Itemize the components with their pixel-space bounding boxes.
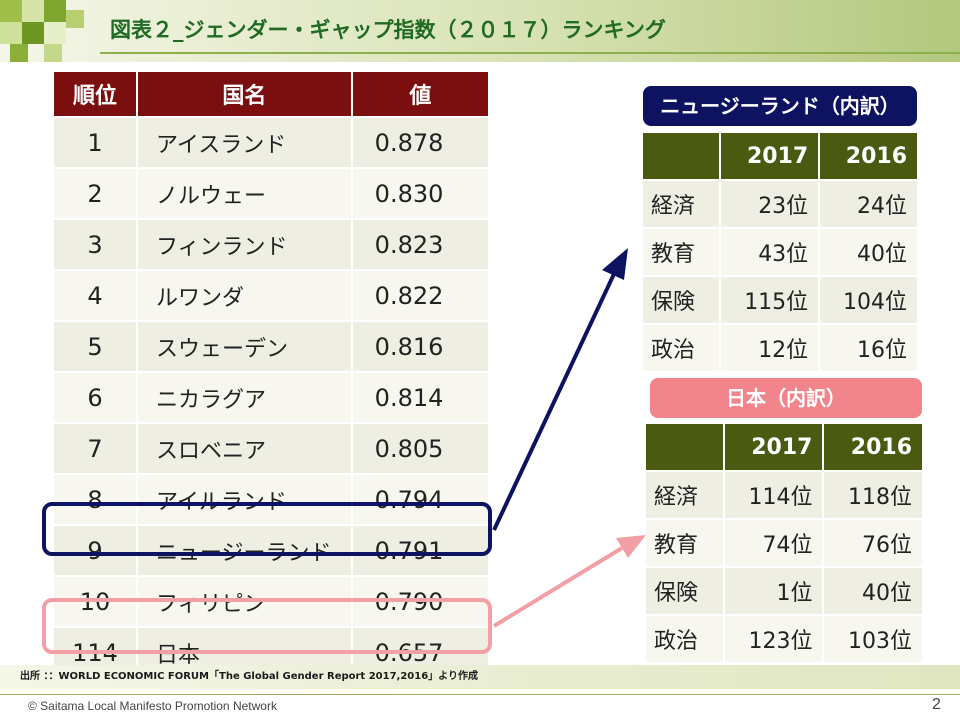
value-cell: 0.814 bbox=[350, 371, 488, 422]
nz-breakdown-row: 経済 23位 24位 bbox=[643, 179, 917, 227]
header-rank: 順位 bbox=[54, 72, 136, 116]
ranking-row: 6 ニカラグア 0.814 bbox=[54, 371, 488, 422]
rank-cell: 8 bbox=[54, 473, 136, 524]
rank-cell: 3 bbox=[54, 218, 136, 269]
nz-2016-cell: 24位 bbox=[818, 179, 917, 227]
ranking-row: 5 スウェーデン 0.816 bbox=[54, 320, 488, 371]
jp-category-cell: 教育 bbox=[646, 518, 723, 566]
jp-2017-cell: 1位 bbox=[722, 566, 823, 614]
rank-cell: 5 bbox=[54, 320, 136, 371]
source-note: 出所 ：：WORLD ECONOMIC FORUM「The Global Gen… bbox=[20, 671, 478, 682]
nz-arrow-head bbox=[602, 248, 628, 280]
rank-cell: 4 bbox=[54, 269, 136, 320]
jp-breakdown-row: 教育 74位 76位 bbox=[646, 518, 922, 566]
rank-cell: 6 bbox=[54, 371, 136, 422]
jp-breakdown-row: 保険 1位 40位 bbox=[646, 566, 922, 614]
ranking-table: 順位 国名 値 1 アイスランド 0.878 2 ノルウェー 0.830 3 フィンランド 0.… bbox=[54, 72, 488, 677]
jp-2017-cell: 74位 bbox=[722, 518, 823, 566]
jp-category-cell: 経済 bbox=[646, 470, 723, 518]
nz-2017-cell: 12位 bbox=[719, 323, 819, 371]
title-band bbox=[0, 0, 960, 62]
country-cell: ルワンダ bbox=[135, 269, 351, 320]
nz-header-blank bbox=[643, 133, 720, 179]
logo-squares-icon bbox=[0, 0, 84, 62]
jp-breakdown-row: 政治 123位 103位 bbox=[646, 614, 922, 662]
jp-category-cell: 政治 bbox=[646, 614, 723, 662]
source-band bbox=[0, 665, 960, 689]
jp-2016-cell: 40位 bbox=[822, 566, 922, 614]
japan-breakdown-table: 2017 2016 経済 114位 118位 教育 74位 76位 保険 1位 40位 政治 123… bbox=[646, 424, 922, 662]
value-cell: 0.822 bbox=[350, 269, 488, 320]
nz-2017-cell: 43位 bbox=[719, 227, 819, 275]
value-cell: 0.830 bbox=[350, 167, 488, 218]
japan-highlight-box bbox=[42, 598, 492, 654]
page-title: 図表２_ジェンダー・ギャップ指数（２０１７）ランキング bbox=[110, 18, 666, 42]
footer-divider bbox=[0, 694, 960, 695]
nz-breakdown-table: 2017 2016 経済 23位 24位 教育 43位 40位 保険 115位 104位 政治 12… bbox=[643, 133, 917, 371]
page-number: 2 bbox=[932, 696, 941, 713]
nz-category-cell: 政治 bbox=[643, 323, 720, 371]
nz-header-2017: 2017 bbox=[719, 133, 819, 179]
nz-2017-cell: 23位 bbox=[719, 179, 819, 227]
ranking-row: 2 ノルウェー 0.830 bbox=[54, 167, 488, 218]
value-cell: 0.805 bbox=[350, 422, 488, 473]
rank-cell: 1 bbox=[54, 116, 136, 167]
nz-breakdown-row: 教育 43位 40位 bbox=[643, 227, 917, 275]
value-cell: 0.794 bbox=[350, 473, 488, 524]
nz-header-2016: 2016 bbox=[818, 133, 917, 179]
country-cell: ニカラグア bbox=[135, 371, 351, 422]
jp-breakdown-row: 経済 114位 118位 bbox=[646, 470, 922, 518]
value-cell: 0.878 bbox=[350, 116, 488, 167]
value-cell: 0.791 bbox=[350, 524, 488, 575]
nz-category-cell: 保険 bbox=[643, 275, 720, 323]
ranking-row: 4 ルワンダ 0.822 bbox=[54, 269, 488, 320]
header-country: 国名 bbox=[135, 72, 351, 116]
country-cell: アイスランド bbox=[135, 116, 351, 167]
ranking-row: 8 アイルランド 0.794 bbox=[54, 473, 488, 524]
copyright: © Saitama Local Manifesto Promotion Netw… bbox=[28, 699, 277, 713]
country-cell: アイルランド bbox=[135, 473, 351, 524]
nz-breakdown-label: ニュージーランド（内訳） bbox=[643, 86, 917, 126]
nz-breakdown-row: 政治 12位 16位 bbox=[643, 323, 917, 371]
value-cell: 0.823 bbox=[350, 218, 488, 269]
jp-2016-cell: 76位 bbox=[822, 518, 922, 566]
jp-arrow-head bbox=[616, 535, 646, 558]
ranking-row: 3 フィンランド 0.823 bbox=[54, 218, 488, 269]
ranking-row: 7 スロベニア 0.805 bbox=[54, 422, 488, 473]
jp-header-row: 2017 2016 bbox=[646, 424, 922, 470]
jp-category-cell: 保険 bbox=[646, 566, 723, 614]
nz-breakdown-row: 保険 115位 104位 bbox=[643, 275, 917, 323]
japan-breakdown-label: 日本（内訳） bbox=[650, 378, 922, 418]
value-cell: 0.816 bbox=[350, 320, 488, 371]
nz-header-row: 2017 2016 bbox=[643, 133, 917, 179]
nz-2016-cell: 16位 bbox=[818, 323, 917, 371]
jp-header-blank bbox=[646, 424, 723, 470]
jp-arrow-line bbox=[492, 546, 624, 628]
country-cell: フィンランド bbox=[135, 218, 351, 269]
jp-2017-cell: 114位 bbox=[722, 470, 823, 518]
country-cell: スウェーデン bbox=[135, 320, 351, 371]
header-value: 値 bbox=[350, 72, 488, 116]
title-divider bbox=[100, 52, 960, 54]
jp-header-2017: 2017 bbox=[722, 424, 823, 470]
country-cell: スロベニア bbox=[135, 422, 351, 473]
nz-category-cell: 経済 bbox=[643, 179, 720, 227]
rank-cell: 2 bbox=[54, 167, 136, 218]
rank-cell: 9 bbox=[54, 524, 136, 575]
country-cell: ノルウェー bbox=[135, 167, 351, 218]
jp-2017-cell: 123位 bbox=[722, 614, 823, 662]
nz-2016-cell: 104位 bbox=[818, 275, 917, 323]
ranking-row: 1 アイスランド 0.878 bbox=[54, 116, 488, 167]
nz-arrow-line bbox=[492, 273, 616, 531]
ranking-header-row: 順位 国名 値 bbox=[54, 72, 488, 116]
jp-header-2016: 2016 bbox=[822, 424, 922, 470]
nz-category-cell: 教育 bbox=[643, 227, 720, 275]
rank-cell: 7 bbox=[54, 422, 136, 473]
nz-highlight-box bbox=[42, 502, 492, 556]
jp-2016-cell: 118位 bbox=[822, 470, 922, 518]
nz-2017-cell: 115位 bbox=[719, 275, 819, 323]
jp-2016-cell: 103位 bbox=[822, 614, 922, 662]
nz-2016-cell: 40位 bbox=[818, 227, 917, 275]
